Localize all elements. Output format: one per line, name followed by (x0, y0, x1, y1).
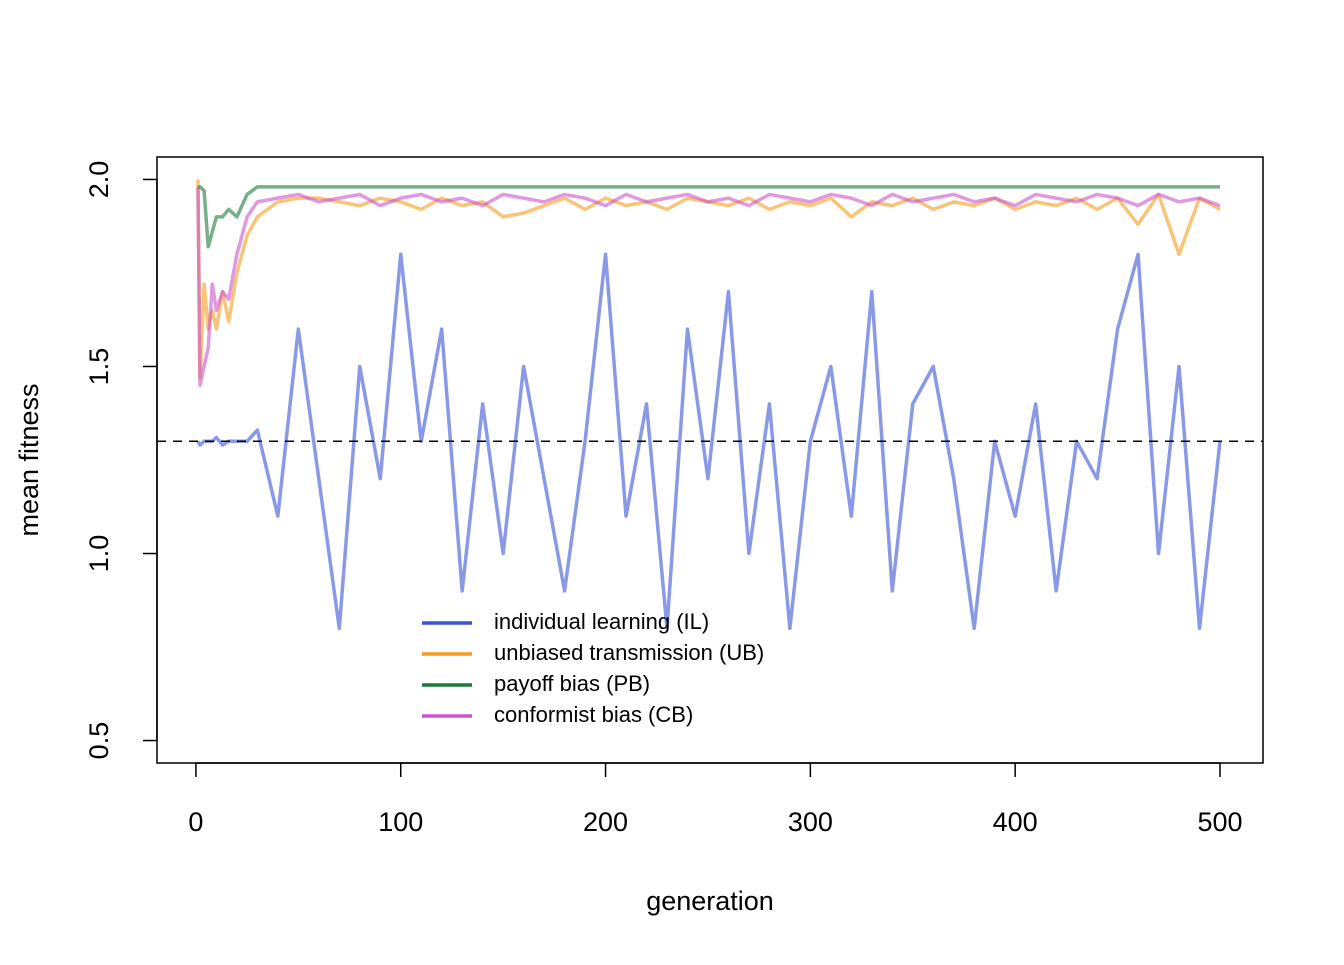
x-tick-label: 500 (1197, 807, 1242, 837)
x-tick-label: 400 (993, 807, 1038, 837)
legend: individual learning (IL) unbiased transmi… (422, 609, 764, 727)
y-axis-label: mean fitness (14, 383, 44, 536)
x-axis-label: generation (646, 886, 774, 916)
series-line (196, 186, 1221, 387)
y-tick-label: 1.0 (84, 535, 114, 573)
y-tick-label: 2.0 (84, 161, 114, 199)
x-tick-label: 300 (788, 807, 833, 837)
series-line (196, 252, 1222, 631)
y-tick-label: 1.5 (84, 348, 114, 386)
legend-label: conformist bias (CB) (494, 702, 693, 727)
series-line (196, 179, 1221, 380)
legend-label: individual learning (IL) (494, 609, 709, 634)
legend-label: payoff bias (PB) (494, 671, 650, 696)
x-tick-label: 100 (378, 807, 423, 837)
y-tick-label: 0.5 (84, 722, 114, 760)
x-tick-label: 0 (188, 807, 203, 837)
series-line (197, 185, 1220, 249)
x-tick-label: 200 (583, 807, 628, 837)
legend-label: unbiased transmission (UB) (494, 640, 764, 665)
